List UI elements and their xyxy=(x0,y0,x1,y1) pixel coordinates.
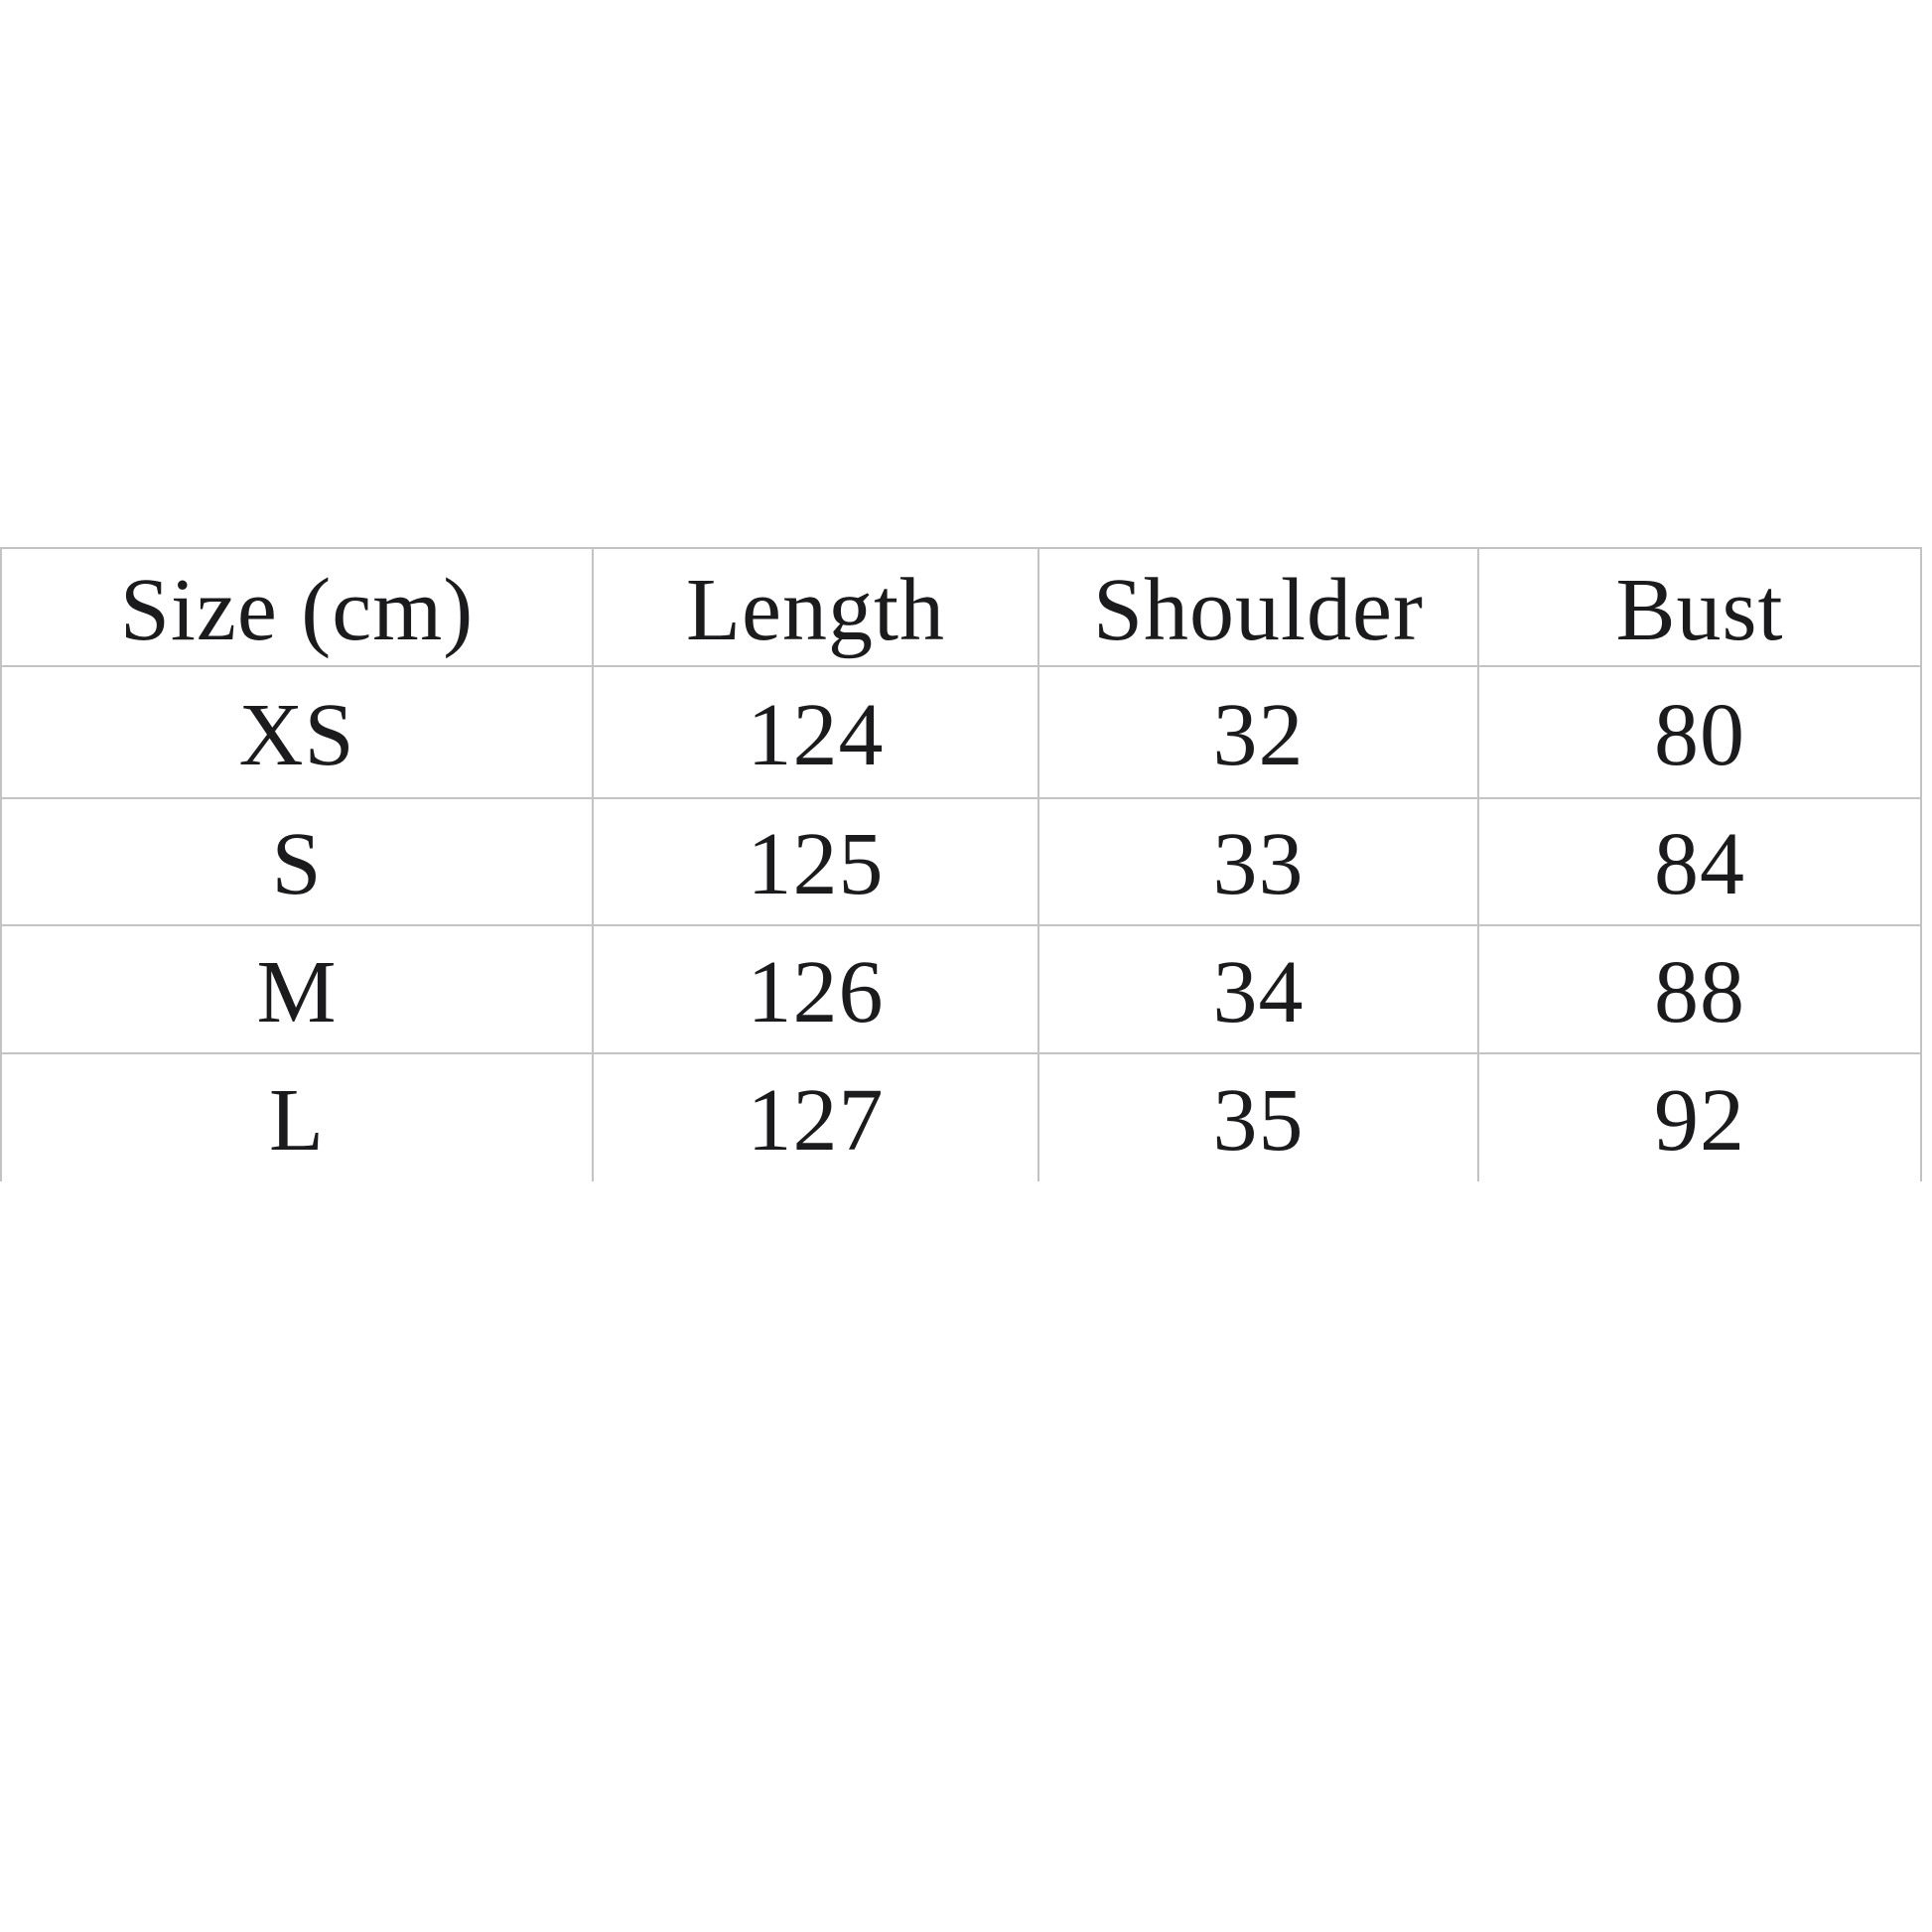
header-cell-shoulder: Shoulder xyxy=(1039,549,1479,667)
row-m-length-value: 126 xyxy=(594,926,1039,1054)
row-s-bust-value: 84 xyxy=(1479,799,1920,926)
row-m-bust-value: 88 xyxy=(1479,926,1920,1054)
row-l-length-value: 127 xyxy=(594,1054,1039,1181)
row-m-size-label: M xyxy=(2,926,594,1054)
size-chart-table: Size (cm) Length Shoulder Bust XS 124 32… xyxy=(0,547,1922,1181)
row-xs-bust-value: 80 xyxy=(1479,667,1920,799)
row-s-shoulder-value: 33 xyxy=(1039,799,1479,926)
header-cell-length: Length xyxy=(594,549,1039,667)
row-l-shoulder-value: 35 xyxy=(1039,1054,1479,1181)
header-cell-bust: Bust xyxy=(1479,549,1920,667)
row-xs-shoulder-value: 32 xyxy=(1039,667,1479,799)
header-cell-size: Size (cm) xyxy=(2,549,594,667)
row-xs-length-value: 124 xyxy=(594,667,1039,799)
row-m-shoulder-value: 34 xyxy=(1039,926,1479,1054)
row-l-size-label: L xyxy=(2,1054,594,1181)
row-xs-size-label: XS xyxy=(2,667,594,799)
row-s-size-label: S xyxy=(2,799,594,926)
row-s-length-value: 125 xyxy=(594,799,1039,926)
row-l-bust-value: 92 xyxy=(1654,1071,1745,1170)
